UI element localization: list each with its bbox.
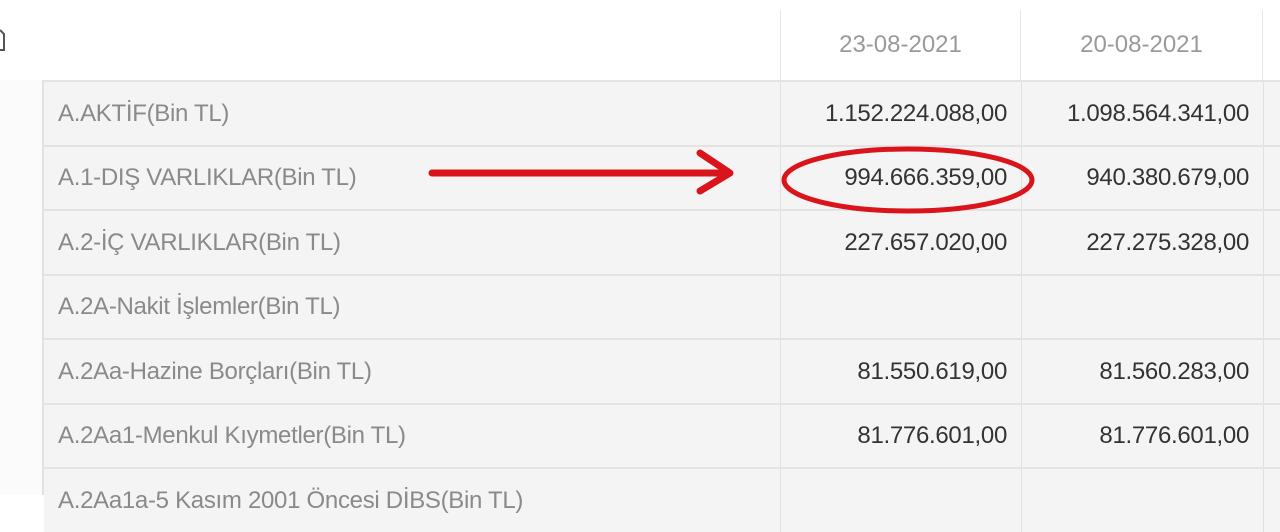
table-row[interactable]: A.1-DIŞ VARLIKLAR(Bin TL) 994.666.359,00…	[44, 144, 1280, 210]
row-label: A.1-DIŞ VARLIKLAR(Bin TL)	[58, 164, 357, 191]
value-cell: 227.657.020,00	[780, 211, 1021, 274]
value-cell-extra	[1263, 469, 1280, 532]
table-row[interactable]: A.2A-Nakit İşlemler(Bin TL)	[44, 273, 1280, 339]
table-row[interactable]: A.AKTİF(Bin TL) 1.152.224.088,00 1.098.5…	[44, 80, 1280, 145]
value-cell	[1021, 275, 1263, 339]
row-label: A.2Aa1a-5 Kasım 2001 Öncesi DİBS(Bin TL)	[58, 486, 524, 514]
row-label: A.2Aa1-Menkul Kıymetler(Bin TL)	[58, 422, 406, 449]
table-row[interactable]: A.2-İÇ VARLIKLAR(Bin TL) 227.657.020,00 …	[44, 209, 1280, 274]
table-row[interactable]: A.2Aa-Hazine Borçları(Bin TL) 81.550.619…	[44, 338, 1280, 403]
value-cell	[780, 275, 1021, 339]
table-row[interactable]: A.2Aa1-Menkul Kıymetler(Bin TL) 81.776.6…	[44, 402, 1280, 468]
column-header-date-2[interactable]: 20-08-2021	[1020, 10, 1262, 80]
value-cell-extra	[1263, 146, 1280, 210]
value-cell-extra	[1263, 275, 1280, 339]
table-row[interactable]: A.2Aa1a-5 Kasım 2001 Öncesi DİBS(Bin TL)	[44, 467, 1280, 532]
value-cell-extra	[1263, 404, 1280, 468]
row-label: A.2Aa-Hazine Borçları(Bin TL)	[58, 357, 372, 385]
row-gutter	[0, 80, 44, 495]
document-icon[interactable]	[0, 28, 10, 52]
value-cell-extra	[1263, 211, 1280, 274]
value-cell: 1.152.224.088,00	[780, 82, 1021, 145]
column-header-date-1[interactable]: 23-08-2021	[780, 10, 1020, 80]
value-cell: 994.666.359,00	[780, 146, 1021, 210]
value-cell	[780, 469, 1021, 532]
value-cell: 81.776.601,00	[780, 404, 1021, 468]
value-cell-extra	[1263, 82, 1280, 145]
row-label: A.AKTİF(Bin TL)	[58, 99, 230, 127]
value-cell: 227.275.328,00	[1021, 211, 1263, 274]
row-label: A.2A-Nakit İşlemler(Bin TL)	[58, 293, 341, 320]
value-cell-extra	[1263, 340, 1280, 403]
value-cell	[1021, 469, 1263, 532]
column-header-extra	[1262, 10, 1280, 80]
value-cell: 81.560.283,00	[1021, 340, 1263, 403]
value-cell: 1.098.564.341,00	[1021, 82, 1263, 145]
row-label: A.2-İÇ VARLIKLAR(Bin TL)	[58, 228, 341, 256]
value-cell: 81.776.601,00	[1021, 404, 1263, 468]
value-cell: 940.380.679,00	[1021, 146, 1263, 210]
value-cell: 81.550.619,00	[780, 340, 1021, 403]
